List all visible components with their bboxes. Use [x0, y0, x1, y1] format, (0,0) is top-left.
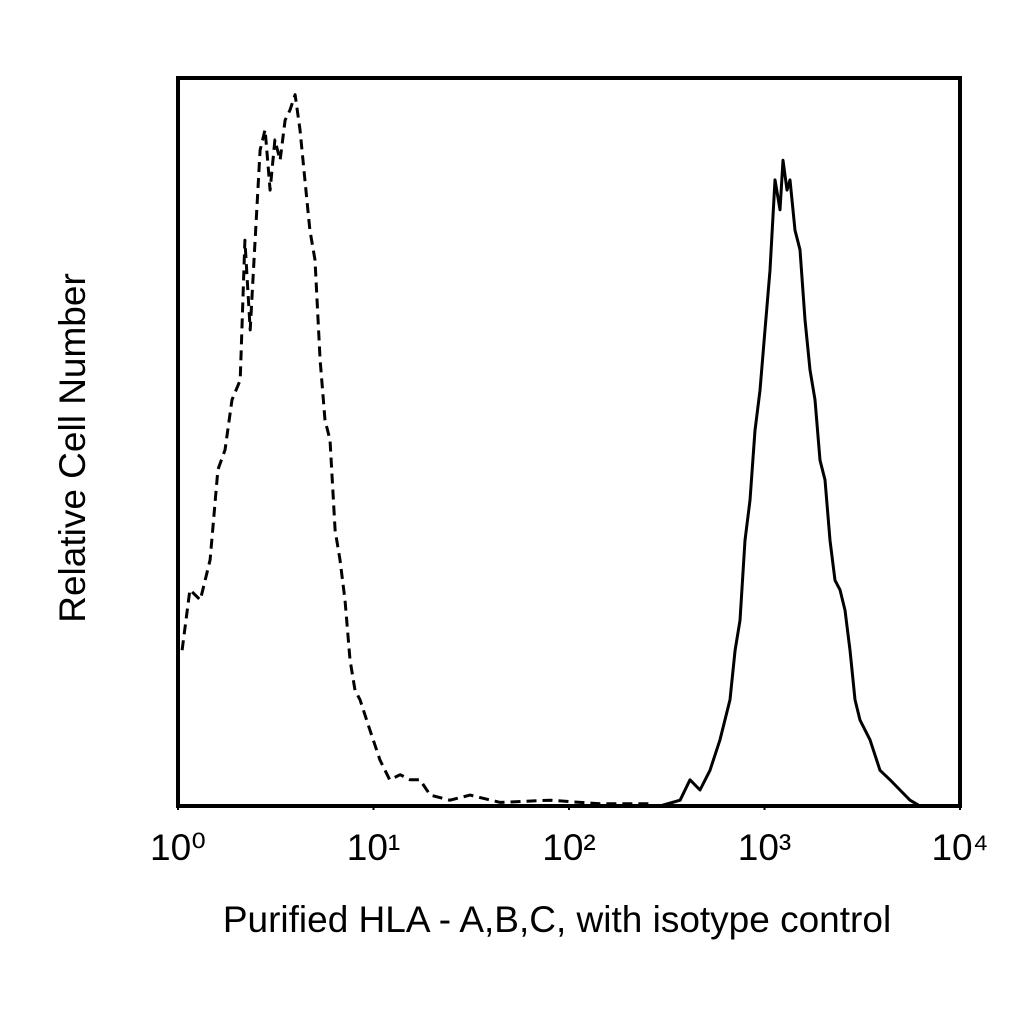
x-tick-label: 10¹ [347, 827, 400, 868]
histogram-line [180, 93, 651, 806]
x-tick-label: 10³ [738, 827, 791, 868]
histogram-line [659, 158, 921, 808]
x-tick-label: 10² [542, 827, 595, 868]
x-tick-label: 10⁴ [931, 827, 988, 868]
y-axis-label: Relative Cell Number [52, 273, 93, 623]
x-tick-label: 10⁰ [150, 827, 206, 868]
plot-frame [176, 76, 962, 808]
x-axis-label: Purified HLA - A,B,C, with isotype contr… [223, 899, 891, 940]
